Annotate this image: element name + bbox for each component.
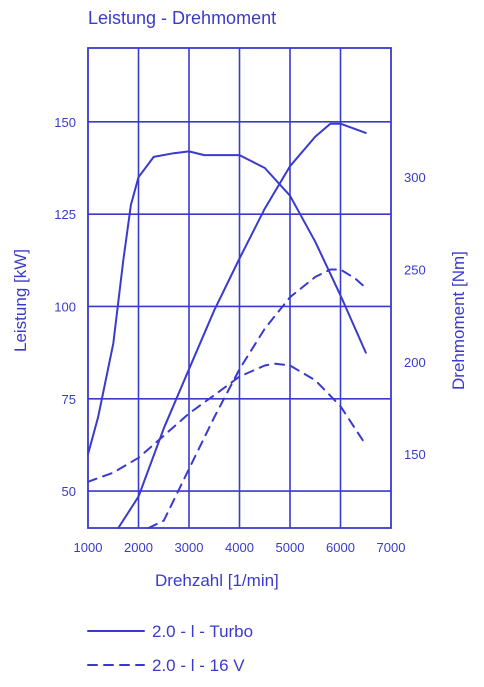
y-left-tick-label: 75 xyxy=(62,392,76,407)
legend: 2.0 - l - Turbo 2.0 - l - 16 V xyxy=(87,622,253,675)
legend-label: 2.0 - l - Turbo xyxy=(152,622,253,641)
y-right-tick-label: 200 xyxy=(404,355,426,370)
series-group xyxy=(87,122,367,529)
y-axis-right-label: Drehmoment [Nm] xyxy=(449,251,468,390)
legend-label: 2.0 - l - 16 V xyxy=(152,656,245,675)
y-right-tick-label: 150 xyxy=(404,447,426,462)
x-tick-label: 4000 xyxy=(225,540,254,555)
x-axis-label: Drehzahl [1/min] xyxy=(155,571,279,590)
series-line-power-solid xyxy=(117,122,367,529)
grid xyxy=(88,48,391,528)
series-line-power-dashed xyxy=(147,268,367,529)
x-tick-label: 5000 xyxy=(276,540,305,555)
tick-labels: 1000 2000 3000 4000 5000 6000 7000 50 75 100 125 15… xyxy=(54,115,425,555)
chart-title: Leistung - Drehmoment xyxy=(88,8,276,28)
x-tick-label: 2000 xyxy=(124,540,153,555)
y-left-tick-label: 150 xyxy=(54,115,76,130)
y-left-tick-label: 125 xyxy=(54,207,76,222)
y-left-tick-label: 50 xyxy=(62,484,76,499)
y-left-tick-label: 100 xyxy=(54,299,76,314)
plot-frame xyxy=(87,47,392,529)
x-tick-label: 6000 xyxy=(326,540,355,555)
y-right-tick-label: 300 xyxy=(404,170,426,185)
y-axis-left-label: Leistung [kW] xyxy=(11,249,30,352)
x-tick-label: 7000 xyxy=(377,540,406,555)
series-line-torque-solid xyxy=(87,150,367,456)
x-tick-label: 1000 xyxy=(74,540,103,555)
y-right-tick-label: 250 xyxy=(404,263,426,278)
x-tick-label: 3000 xyxy=(175,540,204,555)
series-line-torque-dashed xyxy=(87,362,367,483)
